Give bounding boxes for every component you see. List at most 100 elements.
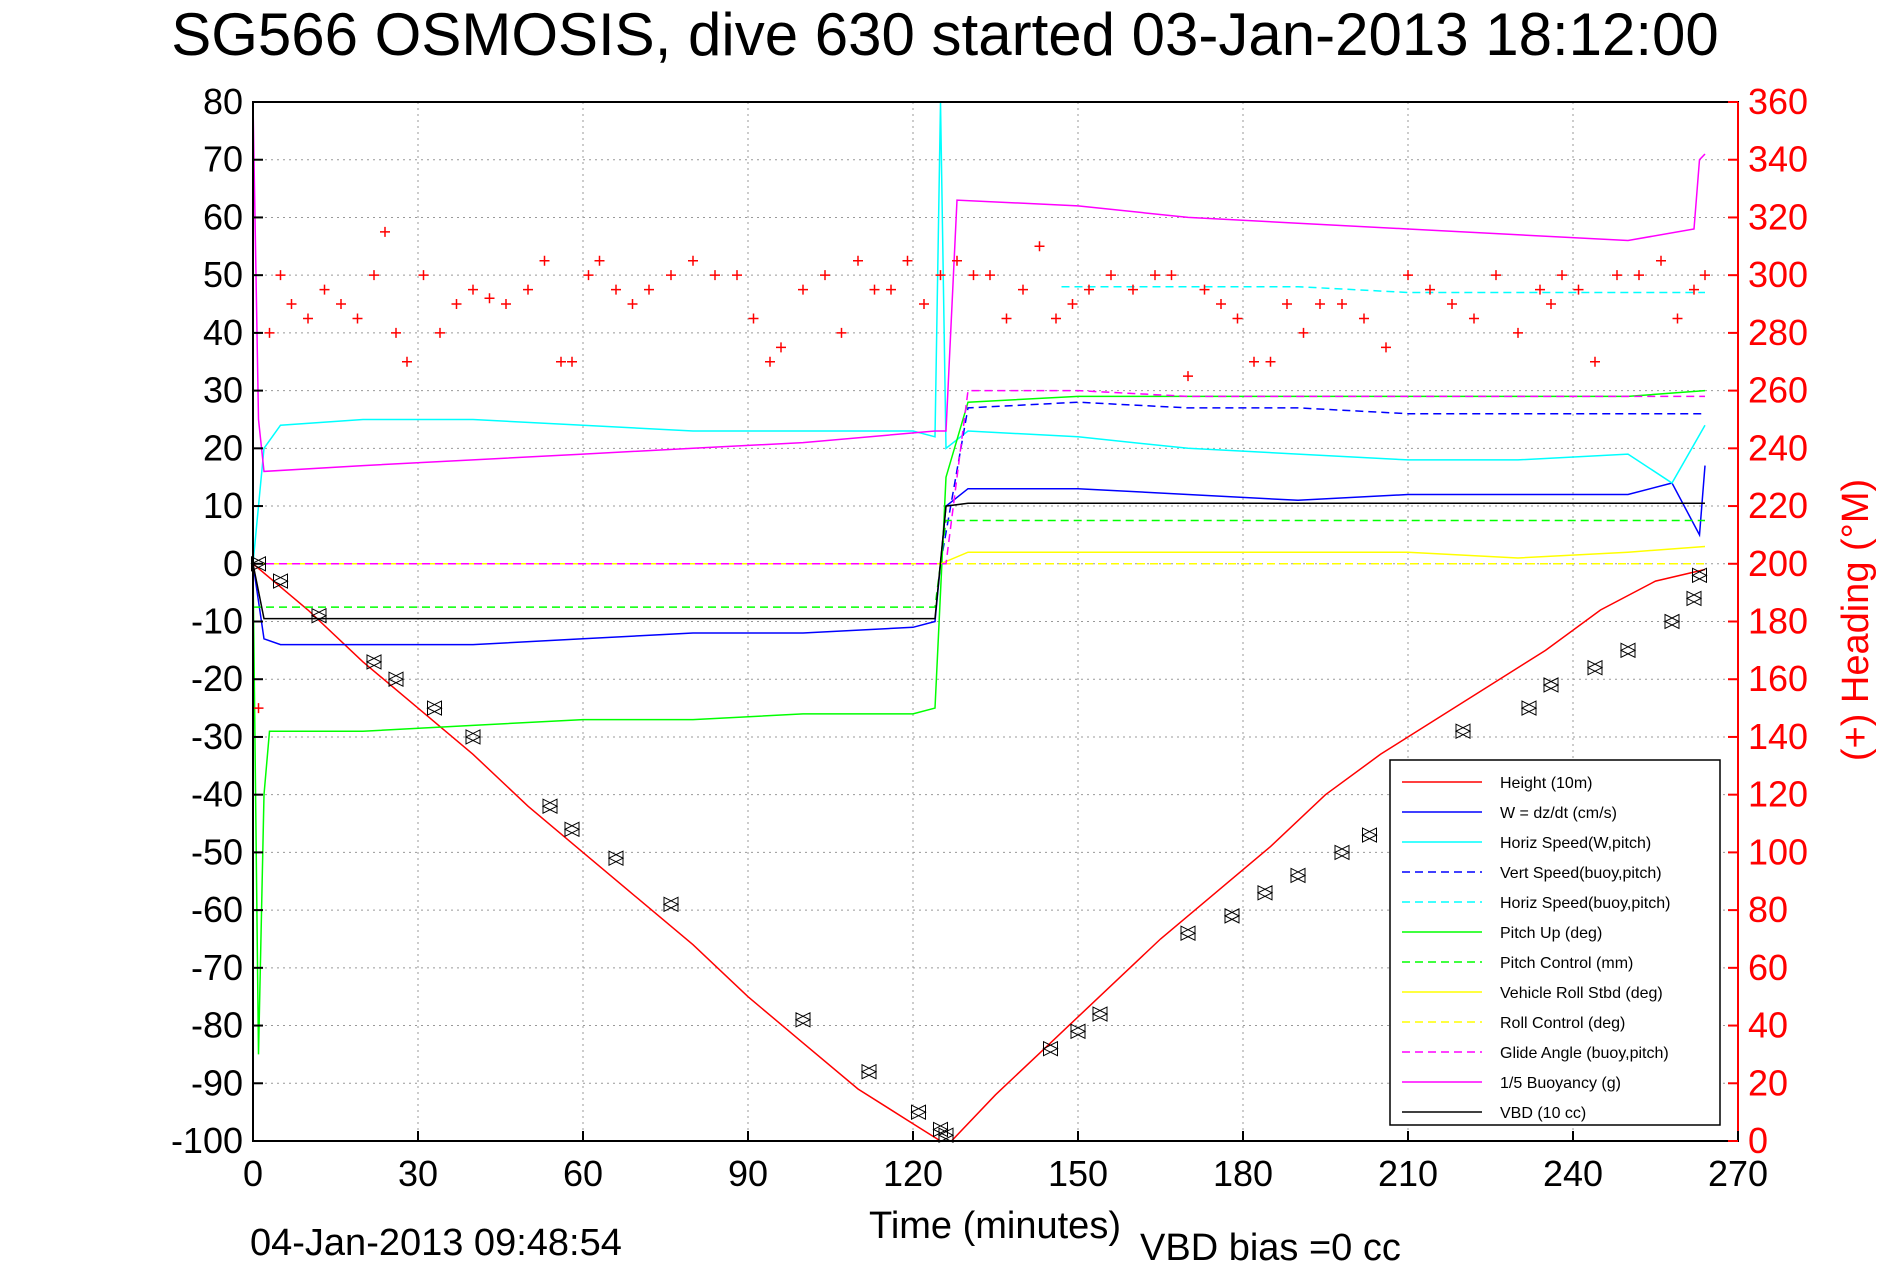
y-right-tick-label: 20	[1748, 1062, 1788, 1103]
heading-point	[1315, 299, 1325, 310]
dive-sample-marker	[932, 1121, 949, 1138]
heading-point	[556, 356, 566, 367]
heading-point	[1359, 313, 1369, 324]
heading-point	[1634, 270, 1644, 281]
dive-sample-marker	[662, 896, 680, 913]
y-right-tick-label: 160	[1748, 658, 1808, 699]
x-tick-label: 210	[1378, 1153, 1438, 1194]
heading-point	[369, 270, 379, 281]
series-line-vehicle-roll-stbd-deg	[253, 545, 1706, 565]
dive-sample-marker	[1361, 827, 1378, 843]
heading-point	[952, 255, 962, 266]
x-tick-label: 150	[1048, 1153, 1108, 1194]
y-left-tick-label: -20	[191, 658, 243, 699]
y-right-tick-label: 40	[1748, 1005, 1788, 1046]
heading-point	[902, 255, 913, 266]
dive-sample-marker	[272, 573, 289, 589]
y-left-ticks: 80 70 60 50 40 30 20 10 0 -10 -20 -30 -40 -50 -60 -70 -8…	[171, 81, 263, 1161]
x-tick-label: 270	[1708, 1153, 1768, 1194]
dive-sample-marker	[1542, 677, 1560, 693]
heading-point	[352, 313, 363, 324]
heading-point	[391, 327, 401, 338]
legend-box	[1389, 759, 1721, 1126]
heading-point	[1166, 270, 1177, 281]
series-line-vbd-10-cc	[252, 502, 1705, 620]
heading-point	[935, 270, 946, 281]
series-line-pitch-up-deg	[252, 389, 1706, 1055]
heading-point	[1232, 313, 1243, 324]
heading-point	[1199, 284, 1210, 295]
x-tick-label: 0	[243, 1153, 263, 1194]
dive-sample-marker	[1179, 925, 1197, 942]
heading-point	[1535, 284, 1545, 295]
heading-point	[468, 284, 478, 295]
dive-sample-marker	[365, 654, 383, 670]
heading-point	[765, 356, 775, 367]
heading-point	[402, 356, 412, 367]
x-tick-label: 120	[883, 1153, 943, 1194]
heading-point	[583, 270, 594, 281]
y-left-tick-label: 60	[203, 196, 243, 237]
heading-point	[1425, 284, 1435, 295]
heading-point	[1403, 270, 1413, 281]
heading-point	[1573, 284, 1584, 295]
legend-label: Roll Control (deg)	[1500, 1015, 1625, 1032]
x-tick-label: 180	[1213, 1153, 1273, 1194]
dive-sample-marker	[387, 671, 405, 688]
dive-sample-marker	[1256, 884, 1274, 901]
y-right-tick-label: 260	[1748, 370, 1808, 411]
dive-sample-marker	[937, 1127, 955, 1144]
y-right-tick-label: 360	[1748, 81, 1808, 122]
dive-sample-marker	[794, 1011, 812, 1028]
y-left-tick-label: 50	[203, 254, 243, 295]
heading-point	[1183, 371, 1193, 382]
heading-point	[820, 270, 830, 281]
heading-point	[1612, 270, 1622, 281]
heading-point	[1590, 356, 1600, 367]
legend-label: Pitch Up (deg)	[1500, 925, 1602, 942]
heading-point	[451, 299, 462, 310]
x-tick-label: 60	[563, 1153, 603, 1194]
dive-sample-marker	[1091, 1006, 1109, 1022]
heading-point	[919, 299, 929, 310]
heading-point	[1018, 284, 1028, 295]
dive-sample-marker	[464, 729, 482, 745]
dive-sample-marker	[310, 607, 328, 624]
heading-point	[1249, 356, 1259, 367]
y-left-tick-label: 10	[203, 485, 243, 526]
y-left-tick-label: 0	[223, 543, 243, 584]
dive-sample-marker	[1454, 723, 1472, 739]
legend-label: VBD (10 cc)	[1500, 1105, 1586, 1122]
y-right-tick-label: 280	[1748, 312, 1808, 353]
heading-point	[1656, 255, 1666, 266]
heading-point	[1298, 327, 1309, 338]
heading-point	[710, 270, 720, 281]
dive-sample-marker	[1520, 700, 1538, 716]
y-left-tick-label: -10	[191, 601, 243, 642]
heading-point	[1689, 284, 1699, 295]
heading-point	[275, 270, 286, 281]
heading-point	[418, 270, 429, 281]
heading-point	[688, 255, 698, 266]
legend-label: Horiz Speed(W,pitch)	[1500, 835, 1651, 852]
heading-point	[748, 313, 759, 324]
heading-point	[523, 284, 533, 295]
heading-point	[484, 293, 495, 304]
dive-sample-marker	[1333, 844, 1351, 861]
heading-point	[253, 703, 264, 714]
heading-point	[1150, 270, 1160, 281]
x-axis-label: Time (minutes)	[869, 1205, 1121, 1247]
heading-point	[1672, 313, 1683, 324]
legend-label: 1/5 Buoyancy (g)	[1500, 1075, 1621, 1092]
y-right-tick-label: 100	[1748, 831, 1808, 872]
heading-point	[985, 270, 995, 281]
legend: Height (10m) W = dz/dt (cm/s) Horiz Speed(…	[1389, 759, 1721, 1126]
heading-point	[798, 284, 808, 295]
heading-point	[303, 313, 313, 324]
dive-sample-marker	[1223, 908, 1241, 924]
y-left-tick-label: -100	[171, 1120, 243, 1161]
y-right-tick-label: 0	[1748, 1120, 1768, 1161]
dive-sample-marker	[860, 1063, 878, 1080]
legend-label: W = dz/dt (cm/s)	[1500, 805, 1617, 822]
dive-sample-marker	[1691, 567, 1708, 584]
